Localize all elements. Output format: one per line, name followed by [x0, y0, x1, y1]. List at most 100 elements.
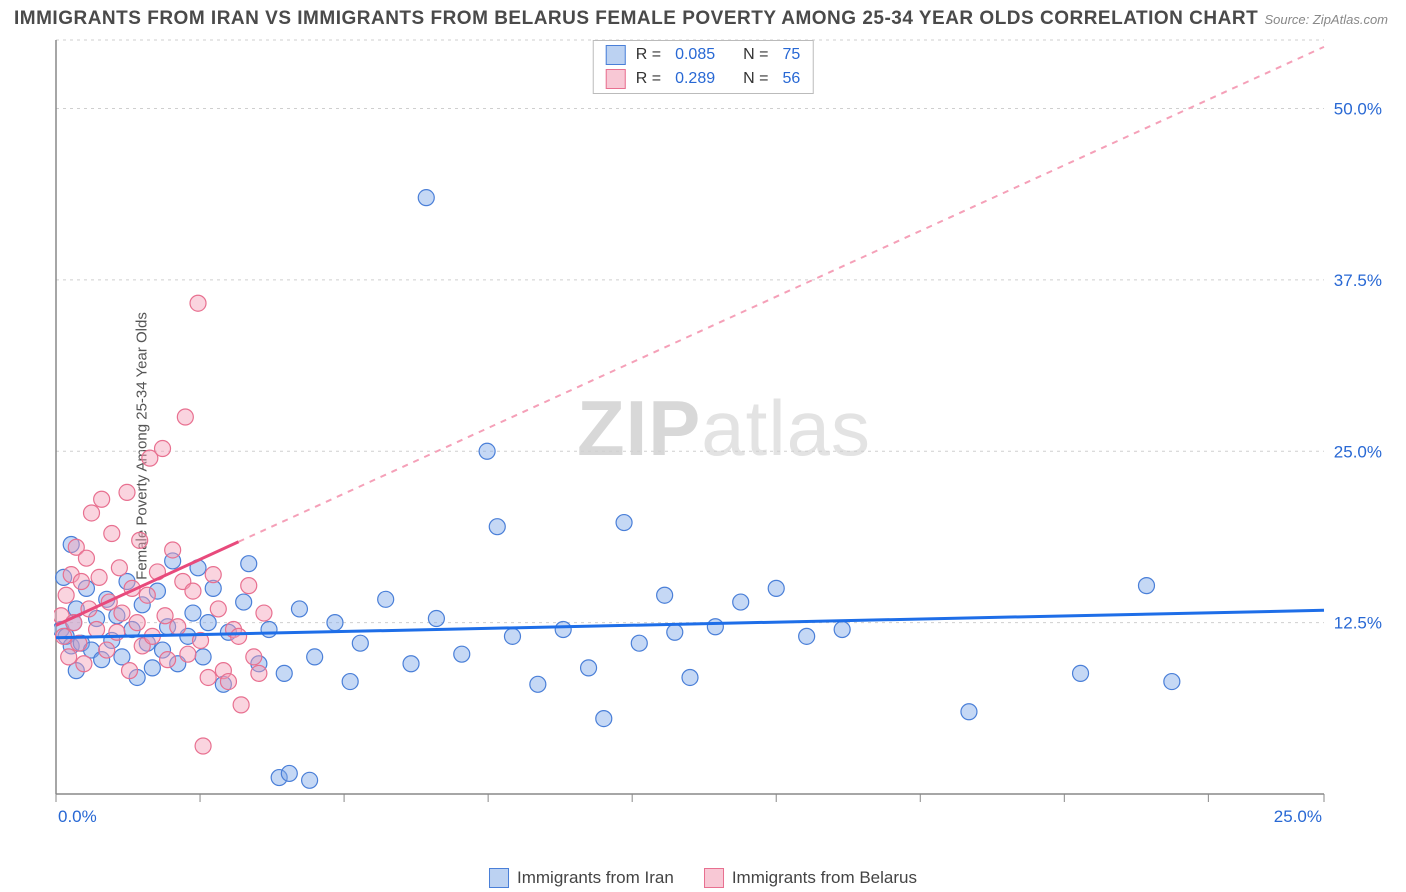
- data-point: [342, 674, 358, 690]
- chart-title: IMMIGRANTS FROM IRAN VS IMMIGRANTS FROM …: [14, 8, 1258, 30]
- legend-swatch: [606, 69, 626, 89]
- data-point: [58, 587, 74, 603]
- legend-swatch: [489, 868, 509, 888]
- legend-item: Immigrants from Belarus: [704, 868, 917, 888]
- data-point: [251, 665, 267, 681]
- data-point: [256, 605, 272, 621]
- data-point: [73, 574, 89, 590]
- data-point: [276, 665, 292, 681]
- data-point: [157, 608, 173, 624]
- data-point: [78, 550, 94, 566]
- data-point: [403, 656, 419, 672]
- data-point: [119, 484, 135, 500]
- data-point: [733, 594, 749, 610]
- data-point: [667, 624, 683, 640]
- data-point: [94, 491, 110, 507]
- n-value: 75: [782, 46, 800, 64]
- data-point: [195, 738, 211, 754]
- data-point: [76, 656, 92, 672]
- n-label: N =: [743, 46, 768, 64]
- data-point: [122, 663, 138, 679]
- data-point: [200, 669, 216, 685]
- legend-label: Immigrants from Iran: [517, 868, 674, 888]
- data-point: [185, 605, 201, 621]
- data-point: [707, 619, 723, 635]
- data-point: [246, 649, 262, 665]
- data-point: [200, 615, 216, 631]
- data-point: [327, 615, 343, 631]
- data-point: [799, 628, 815, 644]
- data-point: [291, 601, 307, 617]
- data-point: [1073, 665, 1089, 681]
- data-point: [302, 772, 318, 788]
- r-value: 0.289: [675, 70, 715, 88]
- data-point: [84, 505, 100, 521]
- data-point: [489, 519, 505, 535]
- data-point: [479, 443, 495, 459]
- data-point: [91, 569, 107, 585]
- data-point: [530, 676, 546, 692]
- data-point: [1138, 578, 1154, 594]
- data-point: [236, 594, 252, 610]
- r-value: 0.085: [675, 46, 715, 64]
- data-point: [104, 526, 120, 542]
- data-point: [418, 190, 434, 206]
- data-point: [682, 669, 698, 685]
- legend-swatch: [606, 45, 626, 65]
- r-label: R =: [636, 46, 661, 64]
- r-label: R =: [636, 70, 661, 88]
- data-point: [307, 649, 323, 665]
- data-point: [89, 621, 105, 637]
- data-point: [177, 409, 193, 425]
- data-point: [454, 646, 470, 662]
- data-point: [378, 591, 394, 607]
- correlation-legend: R =0.085N =75R =0.289N =56: [593, 40, 814, 94]
- data-point: [631, 635, 647, 651]
- data-point: [155, 441, 171, 457]
- data-point: [144, 660, 160, 676]
- data-point: [129, 615, 145, 631]
- data-point: [504, 628, 520, 644]
- data-point: [111, 560, 127, 576]
- data-point: [160, 652, 176, 668]
- data-point: [185, 583, 201, 599]
- data-point: [261, 621, 277, 637]
- data-point: [233, 697, 249, 713]
- data-point: [581, 660, 597, 676]
- data-point: [428, 611, 444, 627]
- data-point: [616, 515, 632, 531]
- data-point: [834, 621, 850, 637]
- y-tick-label: 12.5%: [1334, 614, 1382, 633]
- data-point: [657, 587, 673, 603]
- data-point: [231, 628, 247, 644]
- trend-line: [56, 610, 1324, 637]
- legend-swatch: [704, 868, 724, 888]
- data-point: [165, 542, 181, 558]
- data-point: [170, 619, 186, 635]
- data-point: [190, 295, 206, 311]
- legend-row: R = 0.085 N = 75: [594, 43, 813, 67]
- y-tick-label: 50.0%: [1334, 100, 1382, 119]
- data-point: [205, 567, 221, 583]
- data-point: [241, 556, 257, 572]
- data-point: [180, 646, 196, 662]
- source-attribution: Source: ZipAtlas.com: [1264, 12, 1388, 27]
- x-tick-label: 0.0%: [58, 807, 97, 826]
- y-tick-label: 25.0%: [1334, 442, 1382, 461]
- data-point: [961, 704, 977, 720]
- data-point: [352, 635, 368, 651]
- legend-label: Immigrants from Belarus: [732, 868, 917, 888]
- chart-area: ZIPatlas 12.5%25.0%37.5%50.0%0.0%25.0%: [54, 38, 1394, 828]
- data-point: [61, 649, 77, 665]
- data-point: [114, 605, 130, 621]
- series-legend: Immigrants from Iran Immigrants from Bela…: [489, 868, 917, 888]
- data-point: [132, 532, 148, 548]
- data-point: [768, 580, 784, 596]
- n-value: 56: [782, 70, 800, 88]
- data-point: [139, 587, 155, 603]
- data-point: [555, 621, 571, 637]
- data-point: [220, 674, 236, 690]
- data-point: [596, 711, 612, 727]
- data-point: [99, 642, 115, 658]
- scatter-plot: 12.5%25.0%37.5%50.0%0.0%25.0%: [54, 38, 1394, 828]
